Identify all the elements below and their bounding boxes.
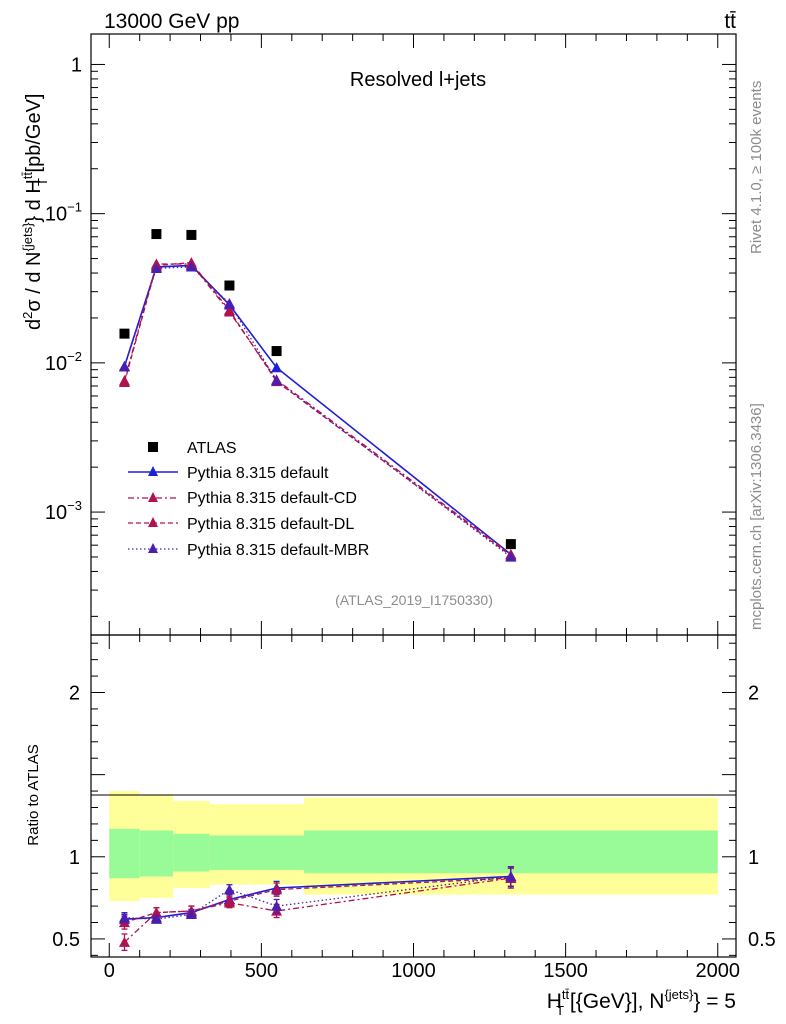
ratio-band-inner bbox=[173, 833, 210, 872]
ratio-ytick-label-left: 0.5 bbox=[52, 929, 80, 951]
main-panel: 1 10−1 10−2 10−3 Resolved l+jets (ATLAS_201… bbox=[20, 33, 737, 636]
main-ytick-label: 10−1 bbox=[45, 200, 82, 226]
main-point-mbr bbox=[505, 551, 517, 562]
main-point-atlas bbox=[151, 229, 162, 240]
ratio-point-mbr bbox=[185, 908, 197, 919]
main-ytick-label: 1 bbox=[71, 54, 82, 76]
ratio-point-mbr bbox=[223, 884, 235, 895]
ratio-ylabel: Ratio to ATLAS bbox=[25, 744, 42, 845]
main-point-mbr bbox=[271, 375, 283, 386]
main-ytick-label: 10−3 bbox=[45, 498, 82, 524]
ratio-band-inner bbox=[109, 828, 140, 879]
main-point-atlas bbox=[271, 346, 282, 357]
ratio-ticks bbox=[91, 635, 736, 957]
ratio-xtick-label: 2000 bbox=[695, 960, 740, 982]
legend-label-cd: Pythia 8.315 default-CD bbox=[187, 490, 357, 507]
legend-marker-mbr bbox=[148, 543, 158, 553]
ratio-ytick-label-left: 1 bbox=[69, 847, 80, 869]
main-point-atlas bbox=[186, 229, 197, 240]
ratio-xtick-label: 1500 bbox=[543, 960, 588, 982]
main-point-atlas bbox=[505, 539, 516, 550]
legend-entry-default: Pythia 8.315 default bbox=[128, 465, 329, 482]
main-ytick-labels: 1 10−1 10−2 10−3 bbox=[45, 54, 82, 524]
ratio-point-dl bbox=[150, 907, 162, 918]
ratio-tick-labels: 0.5 0.5 1 1 2 2 0 500 1000 1500 2000 bbox=[52, 683, 776, 983]
ratio-marks bbox=[118, 865, 517, 952]
legend-entry-mbr: Pythia 8.315 default-MBR bbox=[128, 542, 369, 559]
main-ytick-label: 10−2 bbox=[45, 349, 82, 375]
legend-marker-default bbox=[148, 466, 158, 476]
legend: ATLAS Pythia 8.315 default Pythia 8.315 … bbox=[128, 440, 369, 559]
legend-entry-atlas: ATLAS bbox=[148, 440, 237, 457]
mcplots-label: mcplots.cern.ch [arXiv:1306.3436] bbox=[748, 403, 765, 630]
ratio-bands bbox=[109, 791, 718, 902]
header-energy-label: 13000 GeV pp bbox=[104, 10, 239, 33]
ratio-band-inner bbox=[139, 830, 174, 877]
main-marks bbox=[118, 229, 517, 562]
ratio-frame bbox=[90, 634, 737, 958]
main-line-mbr bbox=[123, 266, 512, 558]
ratio-point-cd bbox=[118, 936, 130, 947]
ratio-band-inner bbox=[209, 835, 304, 870]
main-point-mbr bbox=[223, 297, 235, 309]
legend-label-default: Pythia 8.315 default bbox=[187, 465, 329, 482]
legend-entry-dl: Pythia 8.315 default-DL bbox=[128, 516, 354, 533]
ratio-xlabel: Htt̄ T [{GeV}], N{jets}} = 5 bbox=[547, 987, 736, 1018]
legend-entry-cd: Pythia 8.315 default-CD bbox=[128, 490, 357, 507]
ratio-point-dl bbox=[223, 895, 235, 906]
main-point-mbr bbox=[118, 361, 130, 372]
main-point-atlas bbox=[224, 280, 235, 291]
main-ticks bbox=[91, 34, 736, 635]
ratio-panel: 0.5 0.5 1 1 2 2 0 500 1000 1500 2000 Ratio to ATLA… bbox=[25, 634, 776, 1018]
ratio-ytick-label-right: 1 bbox=[748, 847, 759, 869]
main-point-atlas bbox=[119, 328, 130, 339]
main-point-dl bbox=[118, 376, 130, 388]
main-point-mbr bbox=[150, 262, 162, 274]
legend-label-mbr: Pythia 8.315 default-MBR bbox=[187, 542, 369, 559]
ratio-xtick-label: 1000 bbox=[391, 960, 436, 982]
legend-marker-atlas bbox=[148, 442, 158, 452]
main-ylabel: d2σ / d N{jets}} d Htt̄T [pb/GeV] bbox=[20, 94, 50, 330]
ratio-point-dl bbox=[271, 884, 283, 895]
ratio-line-dl bbox=[124, 877, 511, 924]
main-point-default bbox=[271, 362, 283, 373]
legend-marker-dl bbox=[148, 517, 158, 527]
ratio-point-mbr bbox=[271, 900, 283, 911]
ratio-ytick-label-right: 2 bbox=[748, 683, 759, 705]
ratio-point-mbr bbox=[150, 913, 162, 924]
ratio-point-mbr bbox=[118, 912, 130, 923]
ratio-ytick-label-left: 2 bbox=[69, 683, 80, 705]
main-line-cd bbox=[123, 263, 512, 555]
main-point-dl bbox=[223, 304, 235, 315]
main-line-dl bbox=[123, 261, 512, 557]
main-point-mbr bbox=[185, 261, 197, 272]
main-chart-title: Resolved l+jets bbox=[350, 69, 486, 91]
legend-label-dl: Pythia 8.315 default-DL bbox=[187, 516, 354, 533]
analysis-tag: (ATLAS_2019_I1750330) bbox=[335, 592, 493, 608]
header-process-label: tt̄ bbox=[724, 10, 736, 33]
ratio-point-mbr bbox=[505, 871, 517, 882]
ratio-xtick-label: 500 bbox=[245, 960, 278, 982]
legend-marker-cd bbox=[148, 492, 158, 502]
rivet-version-label: Rivet 4.1.0, ≥ 100k events bbox=[748, 81, 765, 254]
ratio-xtick-label: 0 bbox=[104, 960, 115, 982]
ratio-ytick-label-right: 0.5 bbox=[748, 929, 776, 951]
legend-label-atlas: ATLAS bbox=[187, 440, 237, 457]
